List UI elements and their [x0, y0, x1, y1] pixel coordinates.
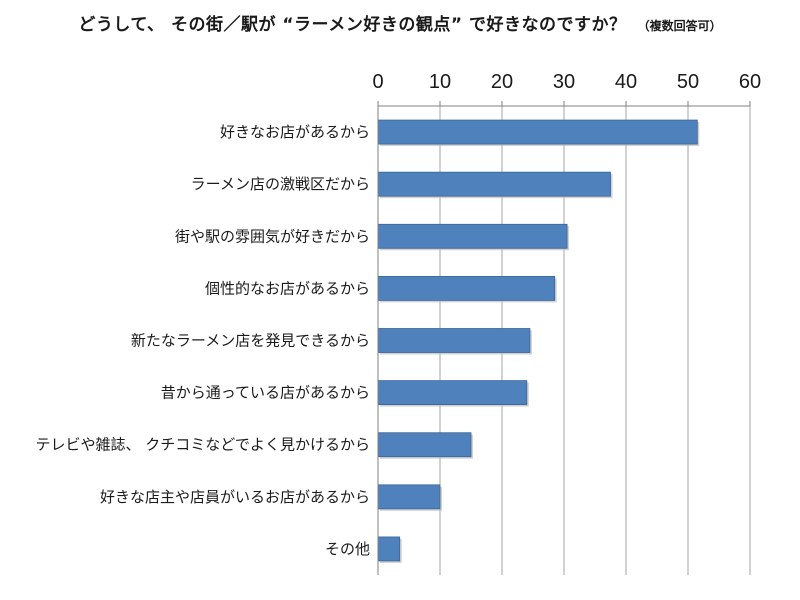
bar [377, 328, 531, 353]
bar [377, 119, 698, 145]
category-label: ラーメン店の激戦区だから [191, 175, 370, 193]
category-label: 街や駅の雰囲気が好きだから [175, 227, 370, 245]
bar [377, 380, 528, 406]
tick-label: 40 [615, 71, 637, 93]
chart-title: どうして、 その街／駅が “ラーメン好きの観点” で好きなのですか？ [78, 15, 627, 35]
title-area: どうして、 その街／駅が “ラーメン好きの観点” で好きなのですか？ （複数回答… [0, 10, 800, 35]
tick-label: 50 [677, 71, 699, 93]
bars [377, 119, 700, 563]
category-label: 好きな店主や店員がいるお店があるから [100, 488, 370, 506]
axes [377, 105, 750, 575]
bar [377, 223, 568, 249]
tick-labels: 0 10 20 30 40 50 60 [372, 71, 761, 93]
tick-label: 20 [491, 71, 513, 93]
tick-label: 60 [739, 71, 761, 93]
bar [377, 171, 611, 197]
bar [377, 484, 441, 510]
category-label: 新たなラーメン店を発見できるから [131, 332, 370, 350]
category-labels: 好きなお店があるからラーメン店の激戦区だから街や駅の雰囲気が好きだから個性的なお… [36, 123, 370, 558]
category-label: その他 [325, 540, 370, 558]
category-label: 個性的なお店があるから [205, 279, 370, 297]
tick-label: 30 [553, 71, 575, 93]
bar [377, 275, 556, 301]
category-label: 好きなお店があるから [220, 123, 370, 141]
bar [377, 432, 472, 458]
chart-note: （複数回答可） [637, 19, 722, 33]
category-label: テレビや雑誌、 クチコミなどでよく見かけるから [36, 436, 370, 454]
tick-label: 0 [372, 71, 383, 93]
bar [377, 536, 401, 562]
tick-label: 10 [429, 71, 451, 93]
category-label: 昔から通っている店があるから [161, 384, 370, 402]
